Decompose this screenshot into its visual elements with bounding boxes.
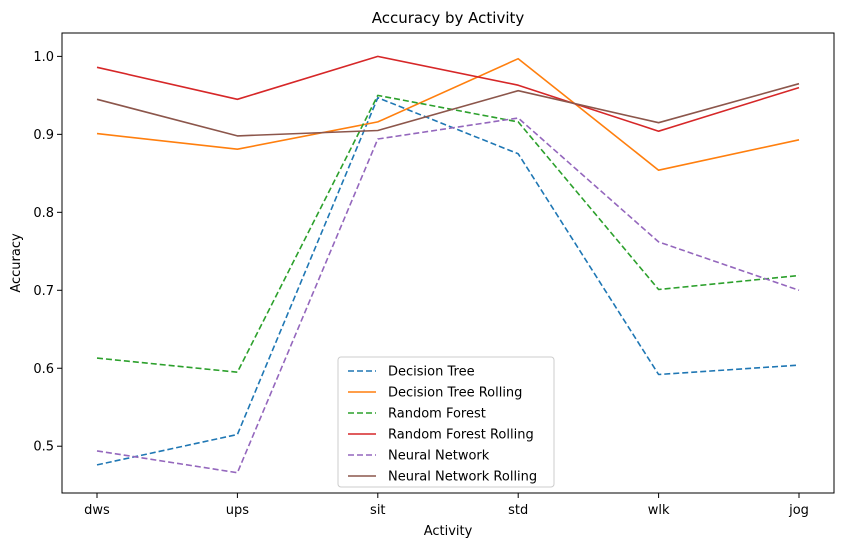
series-lines bbox=[96, 55, 800, 474]
x-tick-label: dws bbox=[84, 503, 110, 518]
chart-title: Accuracy by Activity bbox=[372, 9, 525, 27]
x-axis: dws ups sit std wlk jog bbox=[84, 493, 809, 518]
y-tick-label: 0.6 bbox=[33, 362, 54, 377]
legend-label: Decision Tree bbox=[388, 365, 475, 380]
legend-label: Neural Network Rolling bbox=[388, 470, 537, 485]
legend-box bbox=[337, 356, 555, 488]
series-line-neural-network bbox=[96, 117, 800, 474]
legend: Decision Tree Decision Tree Rolling Random… bbox=[337, 356, 555, 488]
y-tick-label: 0.9 bbox=[33, 128, 54, 143]
series-line-decision-tree-rolling bbox=[96, 57, 800, 171]
series-line-random-forest-rolling bbox=[96, 55, 800, 132]
legend-label: Random Forest Rolling bbox=[388, 428, 534, 443]
y-axis: 0.5 0.6 0.7 0.8 0.9 1.0 bbox=[33, 50, 62, 455]
x-tick-label: std bbox=[508, 503, 528, 518]
y-tick-label: 0.5 bbox=[33, 440, 54, 455]
legend-label: Random Forest bbox=[388, 407, 486, 422]
y-tick-label: 1.0 bbox=[33, 50, 54, 65]
series-line-decision-tree bbox=[96, 96, 800, 466]
y-tick-label: 0.8 bbox=[33, 206, 54, 221]
x-tick-label: ups bbox=[226, 503, 249, 518]
legend-label: Neural Network bbox=[388, 449, 490, 464]
series-line-neural-network-rolling bbox=[96, 82, 800, 137]
x-tick-label: wlk bbox=[648, 503, 670, 518]
y-tick-label: 0.7 bbox=[33, 284, 54, 299]
x-tick-label: sit bbox=[370, 503, 385, 518]
plot-area bbox=[61, 32, 835, 494]
series-line-random-forest bbox=[96, 94, 800, 374]
legend-label: Decision Tree Rolling bbox=[388, 386, 522, 401]
x-axis-title: Activity bbox=[424, 524, 473, 539]
x-tick-label: jog bbox=[788, 503, 809, 518]
y-axis-title: Accuracy bbox=[9, 233, 24, 293]
